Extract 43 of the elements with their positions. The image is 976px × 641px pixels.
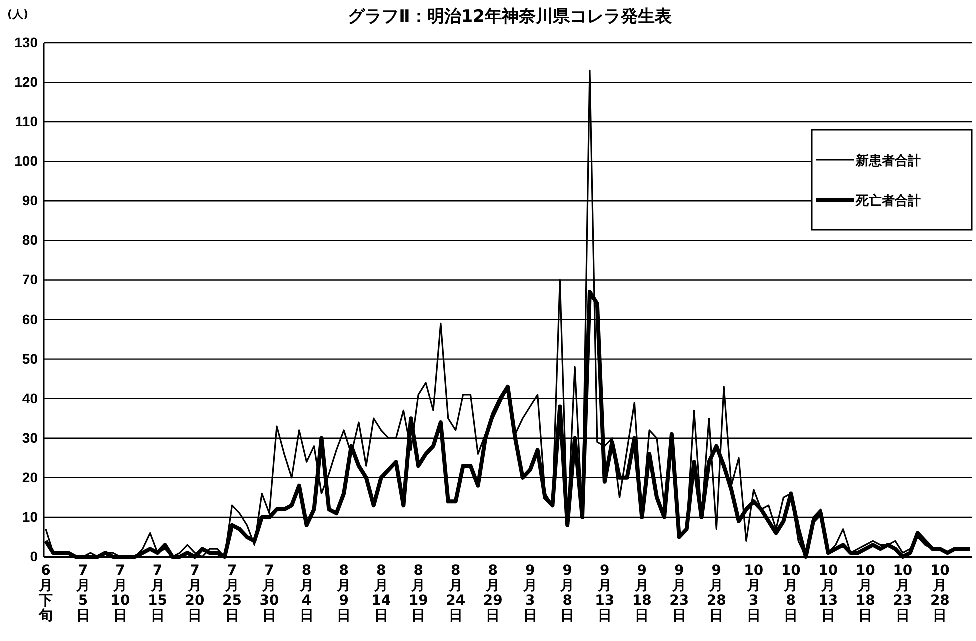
x-tick-label: 10月23日	[893, 563, 913, 624]
x-tick-label: 9月13日	[595, 563, 615, 624]
x-tick-label: 9月3日	[522, 563, 538, 624]
x-tick-label: 9月18日	[632, 563, 652, 624]
y-tick-label: 50	[22, 350, 38, 367]
x-tick-label: 6月下旬	[38, 563, 53, 624]
x-tick-label: 10月3日	[744, 563, 764, 624]
legend-label: 死亡者合計	[855, 193, 921, 209]
y-tick-label: 10	[22, 508, 38, 525]
x-tick-label: 7月20日	[185, 563, 206, 624]
x-tick-label: 9月28日	[706, 563, 726, 624]
x-tick-label: 7月15日	[148, 563, 168, 624]
x-tick-label: 9月8日	[560, 563, 575, 624]
chart-title: グラフⅡ：明治12年神奈川県コレラ発生表	[348, 7, 673, 27]
y-axis-title: (人)	[7, 8, 29, 21]
y-tick-label: 60	[22, 311, 38, 328]
y-tick-label: 120	[14, 74, 38, 90]
x-tick-label: 8月19日	[408, 563, 428, 624]
x-tick-label: 7月25日	[222, 563, 242, 624]
x-tick-label: 10月18日	[856, 563, 876, 624]
x-tick-label: 10月28日	[930, 563, 950, 624]
y-tick-label: 20	[22, 469, 38, 486]
x-tick-label: 8月4日	[298, 563, 314, 624]
x-tick-label: 9月23日	[670, 563, 690, 624]
x-tick-label: 7月10日	[110, 563, 131, 624]
x-tick-label: 10月13日	[818, 563, 838, 624]
y-tick-label: 40	[22, 390, 38, 406]
y-tick-label: 30	[22, 430, 38, 446]
x-tick-label: 8月14日	[372, 563, 392, 624]
x-tick-label: 7月5日	[75, 563, 90, 624]
y-tick-label: 0	[30, 548, 38, 564]
y-tick-label: 80	[22, 232, 38, 248]
y-tick-label: 110	[15, 114, 38, 130]
y-tick-label: 70	[22, 272, 38, 288]
y-tick-label: 90	[22, 192, 38, 209]
x-tick-label: 8月9日	[336, 563, 352, 624]
legend-label: 新患者合計	[855, 153, 921, 169]
x-tick-label: 7月30日	[260, 563, 280, 624]
x-tick-label: 8月29日	[483, 563, 503, 624]
x-tick-label: 10月8日	[781, 563, 802, 624]
y-tick-label: 100	[14, 153, 38, 170]
x-tick-label: 8月24日	[446, 563, 466, 624]
y-tick-label: 130	[14, 34, 38, 50]
